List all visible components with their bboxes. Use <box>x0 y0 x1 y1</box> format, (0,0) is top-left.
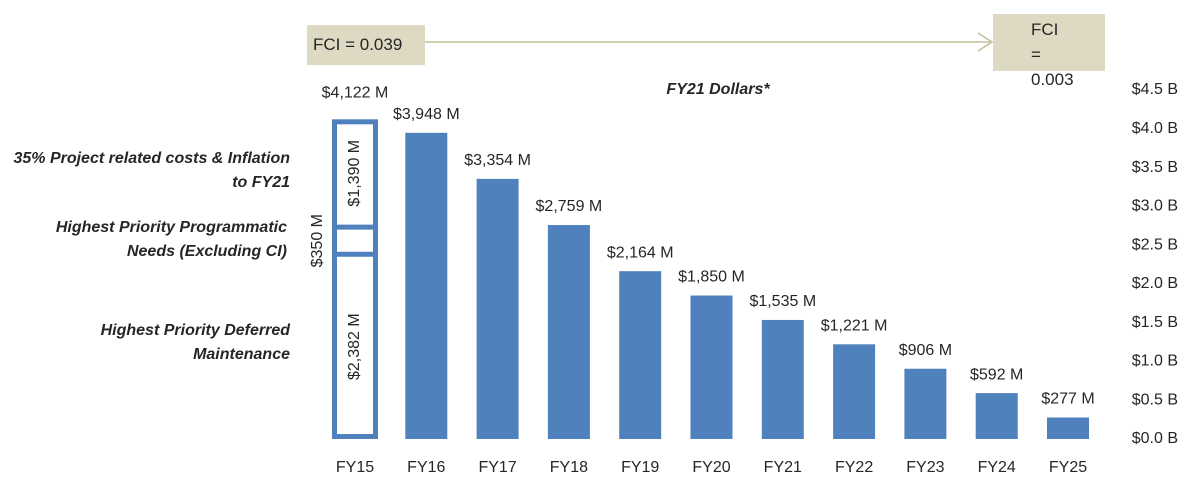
y-tick-label: $4.5 B <box>1132 81 1178 98</box>
y-tick-label: $2.0 B <box>1132 275 1178 292</box>
segment-label: $350 M <box>309 214 326 267</box>
value-label: $1,221 M <box>821 318 888 335</box>
breakdown-note: Highest Priority Programmatic Needs (Exc… <box>55 219 287 260</box>
value-label: $1,850 M <box>678 269 745 286</box>
y-tick-label: $3.0 B <box>1132 198 1178 215</box>
value-label: $906 M <box>899 342 952 359</box>
value-label: $592 M <box>970 366 1023 383</box>
value-label: $3,948 M <box>393 106 460 123</box>
x-tick-label: FY20 <box>692 459 730 476</box>
bar <box>761 319 804 439</box>
x-tick-label: FY17 <box>478 459 516 476</box>
bar <box>904 368 947 439</box>
y-tick-label: $0.0 B <box>1132 430 1178 447</box>
bar <box>405 132 448 439</box>
fci-start: FCI = 0.039 <box>307 25 425 65</box>
bar-segment <box>337 229 373 252</box>
chart-subtitle: FY21 Dollars* <box>666 81 770 98</box>
bar <box>975 393 1018 439</box>
bar <box>1047 417 1089 439</box>
x-tick-label: FY21 <box>764 459 802 476</box>
x-tick-label: FY23 <box>906 459 944 476</box>
x-tick-label: FY24 <box>978 459 1016 476</box>
breakdown-note: Highest Priority Deferred Maintenance <box>100 322 290 363</box>
segment-label: $2,382 M <box>346 313 363 380</box>
bar <box>619 271 662 439</box>
bar <box>690 295 733 439</box>
y-tick-label: $4.0 B <box>1132 120 1178 137</box>
bar-segment <box>337 256 373 434</box>
x-tick-label: FY18 <box>550 459 588 476</box>
x-tick-label: FY19 <box>621 459 659 476</box>
value-label: $4,122 M <box>322 85 389 102</box>
value-label: $1,535 M <box>749 293 816 310</box>
value-label: $3,354 M <box>464 152 531 169</box>
bar <box>476 178 519 439</box>
x-tick-label: FY25 <box>1049 459 1087 476</box>
y-tick-label: $1.5 B <box>1132 314 1178 331</box>
bar <box>833 344 876 439</box>
breakdown-note: 35% Project related costs & Inflation to… <box>13 150 290 191</box>
bar-segment <box>337 124 373 225</box>
x-tick-label: FY16 <box>407 459 445 476</box>
bar <box>547 225 590 439</box>
value-label: $2,759 M <box>536 198 603 215</box>
value-label: $2,164 M <box>607 244 674 261</box>
fci-end: FCI = 0.003 <box>993 14 1105 89</box>
y-tick-label: $0.5 B <box>1132 391 1178 408</box>
fci-arrow-head <box>977 32 994 52</box>
y-tick-label: $1.0 B <box>1132 353 1178 370</box>
y-tick-label: $2.5 B <box>1132 236 1178 253</box>
segment-label: $1,390 M <box>346 140 363 207</box>
x-tick-label: FY22 <box>835 459 873 476</box>
value-label: $277 M <box>1041 391 1094 408</box>
y-tick-label: $3.5 B <box>1132 159 1178 176</box>
x-tick-label: FY15 <box>336 459 374 476</box>
